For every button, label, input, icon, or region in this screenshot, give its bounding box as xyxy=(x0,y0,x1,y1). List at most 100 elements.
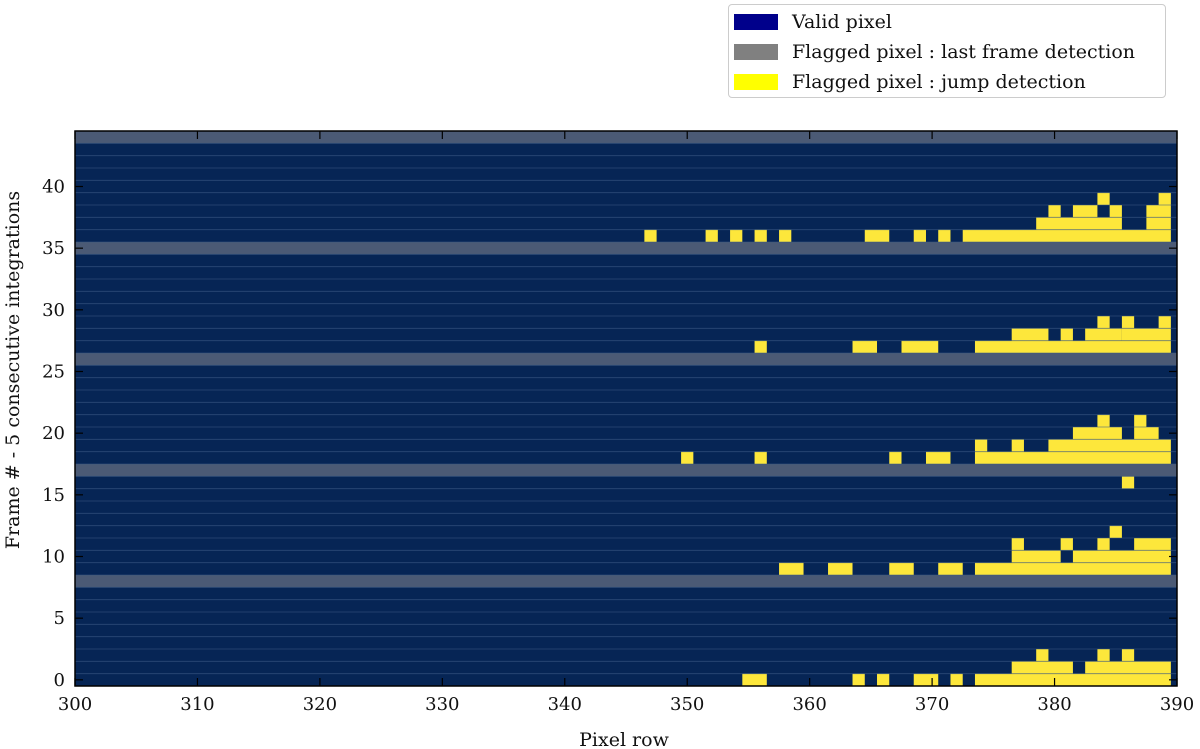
jump-cell-row-18 xyxy=(754,451,767,464)
jump-cell-row-18 xyxy=(974,451,1171,464)
valid-pixel-background xyxy=(75,131,1177,686)
jump-cell-row-29 xyxy=(1158,316,1171,329)
last-frame-row-8 xyxy=(75,575,1177,588)
jump-cell-row-11 xyxy=(1011,538,1024,551)
last-frame-row-26 xyxy=(75,353,1177,366)
jump-cell-row-0 xyxy=(742,673,767,686)
jump-cell-row-36 xyxy=(938,229,951,242)
x-tick-label: 370 xyxy=(915,694,949,715)
y-tick-label: 35 xyxy=(42,238,65,259)
jump-cell-row-20 xyxy=(1134,427,1159,440)
legend-item-last-frame: Flagged pixel : last frame detection xyxy=(734,41,1135,63)
jump-cell-row-18 xyxy=(681,451,694,464)
y-axis-label: Frame # - 5 consecutive integrations xyxy=(2,191,24,549)
jump-cell-row-12 xyxy=(1109,525,1122,538)
legend-label-valid: Valid pixel xyxy=(792,11,892,33)
jump-cell-row-11 xyxy=(1060,538,1073,551)
jump-cell-row-9 xyxy=(828,562,853,575)
y-tick-label: 5 xyxy=(54,608,65,629)
jump-cell-row-0 xyxy=(877,673,890,686)
x-tick-label: 350 xyxy=(670,694,704,715)
jump-cell-row-0 xyxy=(974,673,1171,686)
jump-cell-row-28 xyxy=(1011,328,1049,341)
jump-cell-row-0 xyxy=(852,673,865,686)
legend: Valid pixel Flagged pixel : last frame d… xyxy=(728,4,1166,98)
jump-cell-row-2 xyxy=(1036,649,1049,662)
jump-cell-row-21 xyxy=(1097,414,1110,427)
jump-cell-row-1 xyxy=(1085,661,1171,674)
plot-area xyxy=(75,131,1177,687)
jump-cell-row-19 xyxy=(974,439,988,452)
jump-cell-row-18 xyxy=(889,451,902,464)
jump-cell-row-29 xyxy=(1097,316,1110,329)
x-tick-label: 390 xyxy=(1160,694,1194,715)
legend-label-last-frame: Flagged pixel : last frame detection xyxy=(792,41,1136,63)
legend-item-valid: Valid pixel xyxy=(734,11,892,33)
legend-label-jump: Flagged pixel : jump detection xyxy=(792,71,1086,93)
jump-cell-row-27 xyxy=(754,340,767,353)
x-tick-label: 310 xyxy=(180,694,214,715)
jump-cell-row-36 xyxy=(705,229,718,242)
jump-cell-row-39 xyxy=(1158,192,1171,205)
jump-cell-row-39 xyxy=(1097,192,1110,205)
y-tick-label: 40 xyxy=(42,177,65,198)
jump-cell-row-36 xyxy=(962,229,1171,242)
jump-cell-row-20 xyxy=(1072,427,1122,440)
jump-cell-row-11 xyxy=(1134,538,1171,551)
x-tick-label: 360 xyxy=(792,694,826,715)
jump-cell-row-28 xyxy=(1085,328,1122,341)
jump-cell-row-1 xyxy=(1011,661,1073,674)
y-tick-label: 20 xyxy=(42,423,65,444)
legend-swatch-valid xyxy=(734,14,778,30)
jump-cell-row-10 xyxy=(1011,550,1061,563)
jump-cell-row-0 xyxy=(950,673,963,686)
y-tick-label: 25 xyxy=(42,362,65,383)
x-tick-label: 300 xyxy=(58,694,92,715)
last-frame-row-44 xyxy=(75,131,1177,144)
jump-cell-row-11 xyxy=(1097,538,1110,551)
plot-frame xyxy=(74,130,1178,687)
y-tick-label: 30 xyxy=(42,300,65,321)
jump-cell-row-36 xyxy=(754,229,767,242)
jump-cell-row-2 xyxy=(1121,649,1135,662)
jump-cell-row-10 xyxy=(1072,550,1171,563)
jump-cell-row-37 xyxy=(1036,217,1122,230)
jump-cell-row-2 xyxy=(1097,649,1110,662)
jump-cell-row-9 xyxy=(938,562,963,575)
x-tick-label: 320 xyxy=(303,694,337,715)
jump-cell-row-38 xyxy=(1072,205,1098,218)
jump-cell-row-0 xyxy=(913,673,939,686)
x-tick-label: 340 xyxy=(548,694,582,715)
y-tick-label: 0 xyxy=(54,670,65,691)
jump-cell-row-28 xyxy=(1121,328,1171,341)
jump-cell-row-19 xyxy=(1048,439,1171,452)
jump-cell-row-9 xyxy=(779,562,804,575)
jump-cell-row-18 xyxy=(925,451,951,464)
legend-item-jump: Flagged pixel : jump detection xyxy=(734,71,1086,93)
jump-cell-row-27 xyxy=(974,340,1171,353)
axes: 300 310 320 330 340 350 360 370 380 390 0 5 10 15 20 25… xyxy=(42,130,1194,715)
jump-cell-row-16 xyxy=(1121,476,1135,489)
jump-cell-row-19 xyxy=(1011,439,1024,452)
jump-cell-row-36 xyxy=(644,229,657,242)
legend-swatch-last-frame xyxy=(734,44,778,60)
jump-cell-row-28 xyxy=(1060,328,1073,341)
jump-cell-row-21 xyxy=(1134,414,1147,427)
legend-swatch-jump xyxy=(734,74,778,90)
jump-cell-row-29 xyxy=(1121,316,1135,329)
jump-cell-row-9 xyxy=(901,562,914,575)
last-frame-row-35 xyxy=(75,242,1177,255)
x-tick-label: 380 xyxy=(1037,694,1071,715)
x-tick-label: 330 xyxy=(425,694,459,715)
jump-cell-row-38 xyxy=(1109,205,1122,218)
jump-cell-row-38 xyxy=(1146,205,1171,218)
x-axis-label: Pixel row xyxy=(579,729,669,749)
y-tick-label: 15 xyxy=(42,485,65,506)
last-frame-row-17 xyxy=(75,464,1177,477)
jump-cell-row-37 xyxy=(1146,217,1171,230)
jump-cell-row-9 xyxy=(974,562,1171,575)
jump-cell-row-9 xyxy=(889,562,902,575)
jump-cell-row-27 xyxy=(901,340,939,353)
jump-cell-row-36 xyxy=(913,229,926,242)
